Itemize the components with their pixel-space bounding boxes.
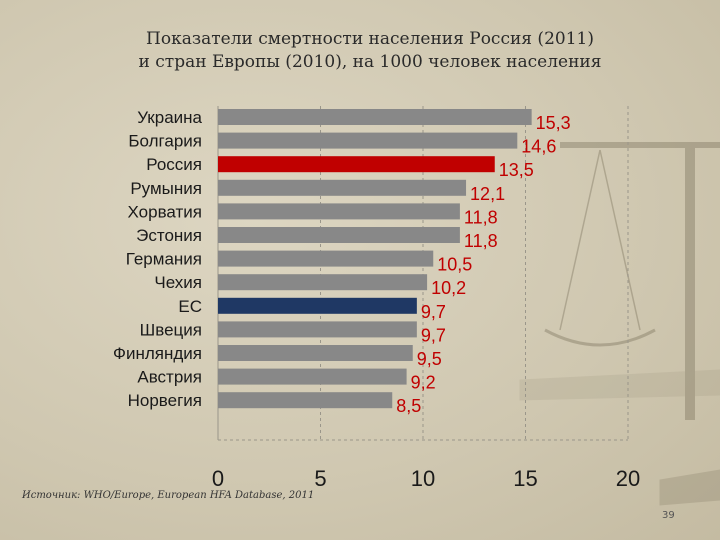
x-tick-label: 5: [314, 466, 326, 491]
category-label: Австрия: [137, 368, 202, 387]
data-label: 9,7: [421, 325, 446, 345]
bar: [218, 203, 460, 220]
category-label: Румыния: [130, 179, 202, 198]
chart-title: Показатели смертности населения Россия (…: [40, 28, 700, 74]
category-label: Хорватия: [128, 202, 202, 221]
bar: [218, 392, 393, 409]
data-label: 14,6: [521, 137, 556, 157]
data-label: 10,2: [431, 278, 466, 298]
data-label: 13,5: [499, 160, 534, 180]
bar: [218, 368, 407, 385]
x-tick-label: 10: [411, 466, 435, 491]
data-label: 11,8: [464, 231, 498, 251]
bar: [218, 179, 467, 196]
data-label: 8,5: [396, 396, 421, 416]
x-tick-label: 0: [212, 466, 224, 491]
chart-title-line-1: Показатели смертности населения Россия (…: [146, 29, 594, 49]
page-number: 39: [662, 510, 675, 521]
data-label: 9,5: [417, 349, 442, 369]
bar: [218, 321, 417, 338]
data-label: 9,7: [421, 302, 446, 322]
category-label: Швеция: [140, 320, 202, 339]
bar: [218, 345, 413, 361]
category-label: Украина: [137, 108, 202, 127]
data-label: 12,1: [470, 184, 505, 204]
source-note: Источник: WHO/Europe, European HFA Datab…: [22, 490, 315, 501]
bar: [218, 250, 434, 267]
bar: [218, 132, 518, 149]
category-label: Финляндия: [113, 344, 202, 363]
category-label: Болгария: [128, 132, 202, 151]
data-label: 10,5: [437, 255, 472, 275]
chart-title-line-2: и стран Европы (2010), на 1000 человек н…: [138, 52, 602, 72]
category-label: ЕС: [178, 297, 202, 316]
data-label: 11,8: [464, 207, 498, 227]
x-tick-label: 15: [513, 466, 537, 491]
category-label: Россия: [146, 155, 202, 174]
bar: [218, 297, 417, 314]
bar: [218, 109, 532, 125]
x-tick-label: 20: [616, 466, 640, 491]
category-label: Норвегия: [128, 391, 202, 410]
data-label: 15,3: [536, 113, 571, 133]
bar: [218, 227, 460, 243]
category-label: Эстония: [136, 226, 202, 245]
bar: [218, 274, 428, 291]
category-label: Чехия: [154, 273, 202, 292]
category-label: Германия: [126, 250, 202, 269]
bar: [218, 156, 495, 173]
data-label: 9,2: [411, 373, 436, 393]
